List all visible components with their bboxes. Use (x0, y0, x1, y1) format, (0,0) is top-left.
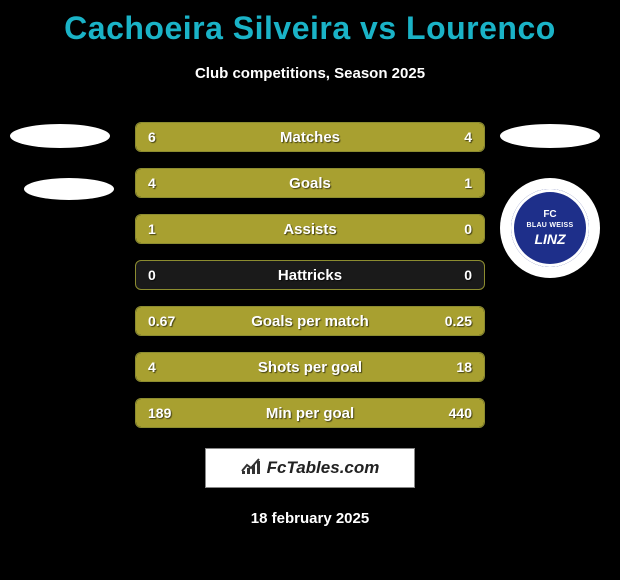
stat-label: Assists (136, 215, 484, 243)
club-badge-inner: FC BLAU WEISS LINZ (511, 189, 589, 267)
stat-row: 4Goals1 (135, 168, 485, 198)
stat-row: 4Shots per goal18 (135, 352, 485, 382)
stat-label: Goals (136, 169, 484, 197)
club-badge-placeholder (10, 124, 110, 148)
stat-bars: 6Matches44Goals11Assists00Hattricks00.67… (135, 122, 485, 428)
stat-row: 0.67Goals per match0.25 (135, 306, 485, 336)
club-badge-placeholder (500, 124, 600, 148)
badge-line-3: LINZ (534, 232, 565, 247)
stat-label: Min per goal (136, 399, 484, 427)
header: Cachoeira Silveira vs Lourenco Club comp… (0, 0, 620, 82)
fctables-logo: FcTables.com (205, 448, 415, 488)
stat-value-right: 0.25 (445, 307, 472, 335)
chart-icon (241, 457, 261, 480)
stat-value-right: 440 (449, 399, 472, 427)
stat-label: Hattricks (136, 261, 484, 289)
stat-value-right: 1 (464, 169, 472, 197)
club-badge-linz: FC BLAU WEISS LINZ (500, 178, 600, 278)
club-badge-placeholder (24, 178, 114, 200)
page-title: Cachoeira Silveira vs Lourenco (0, 10, 620, 47)
stat-value-right: 4 (464, 123, 472, 151)
stat-value-right: 0 (464, 215, 472, 243)
stat-value-right: 18 (456, 353, 472, 381)
stat-row: 1Assists0 (135, 214, 485, 244)
comparison-chart: FCBLAU WEISSLINZ 6Matches44Goals11Assist… (0, 122, 620, 428)
badge-line-1: FC (543, 209, 556, 220)
stat-label: Goals per match (136, 307, 484, 335)
fctables-logo-text: FcTables.com (267, 458, 380, 478)
stat-row: 189Min per goal440 (135, 398, 485, 428)
stat-row: 0Hattricks0 (135, 260, 485, 290)
stat-label: Matches (136, 123, 484, 151)
date-text: 18 february 2025 (0, 510, 620, 527)
page-subtitle: Club competitions, Season 2025 (0, 65, 620, 82)
badge-line-2: BLAU WEISS (527, 222, 574, 230)
stat-row: 6Matches4 (135, 122, 485, 152)
stat-label: Shots per goal (136, 353, 484, 381)
stat-value-right: 0 (464, 261, 472, 289)
